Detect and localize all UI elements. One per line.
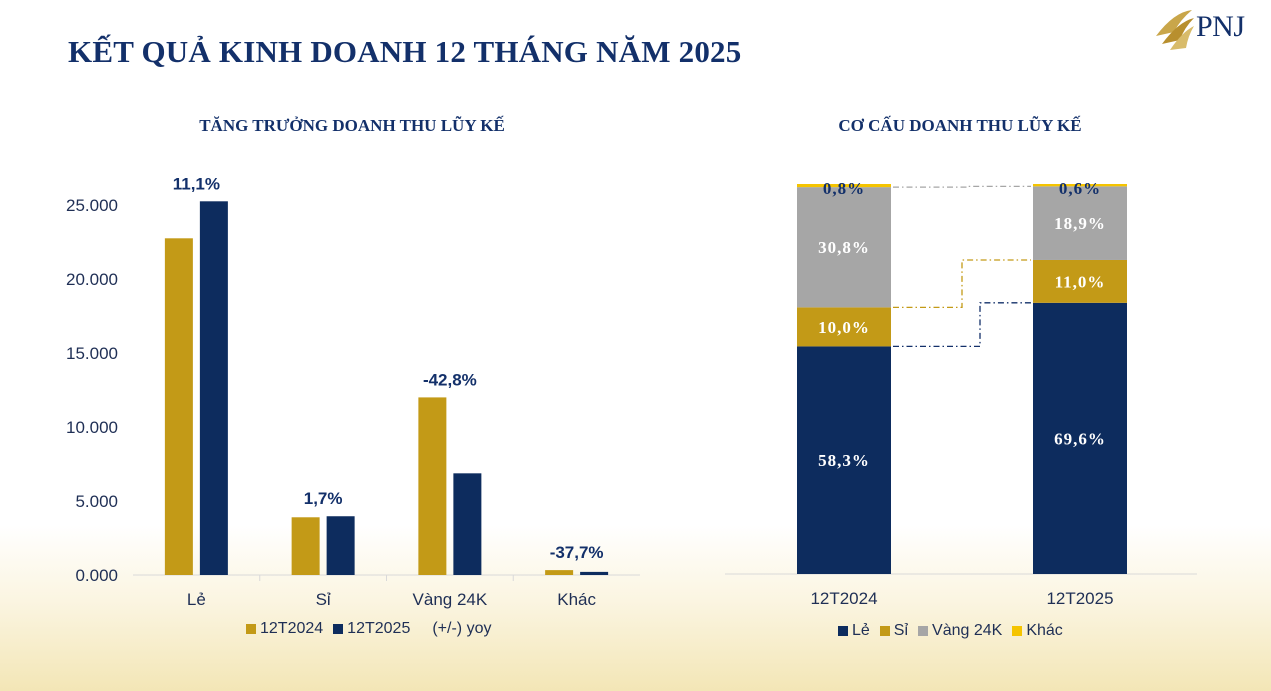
- legend-label-si: Sỉ: [893, 622, 909, 639]
- bar-12t2024-si: [291, 517, 320, 575]
- segment-label: 58,3%: [818, 451, 870, 470]
- legend-swatch-le: [838, 626, 848, 636]
- connector-le: [893, 302, 1031, 348]
- left-chart-title: TĂNG TRƯỞNG DOANH THU LŨY KẾ: [199, 116, 505, 135]
- stack-vang-24k-12t2024: [797, 187, 891, 308]
- yoy-label: -42,8%: [423, 370, 477, 389]
- y-tick-label: 0.000: [75, 566, 118, 585]
- legend-label-12t2025: 12T2025: [347, 620, 411, 637]
- left-legend: 12T2024 12T2025 (+/-) yoy: [246, 620, 501, 638]
- stack-si-12t2025: [1033, 259, 1127, 303]
- bar-12t2025-le: [199, 201, 228, 576]
- stack-khac-12t2024: [797, 184, 891, 188]
- x-tick-label: 12T2025: [1046, 589, 1113, 608]
- bar-12t2025-si: [326, 516, 355, 575]
- legend-swatch-vang24k: [918, 626, 929, 636]
- yoy-label: 11,1%: [173, 174, 220, 193]
- y-tick-label: 25.000: [66, 196, 118, 215]
- segment-label: 0,8%: [823, 179, 865, 198]
- legend-swatch-si: [879, 626, 890, 636]
- stack-si-12t2024: [797, 307, 891, 347]
- yoy-label: -37,7%: [550, 543, 604, 562]
- legend-item-si: Sỉ: [879, 622, 909, 640]
- y-tick-label: 20.000: [66, 270, 118, 289]
- connector-vang-24k: [893, 185, 1031, 188]
- legend-label-khac: Khác: [1026, 622, 1063, 639]
- legend-label-yoy: (+/-) yoy: [432, 620, 492, 637]
- x-tick-label: Khác: [557, 590, 596, 609]
- segment-label: 30,8%: [818, 238, 870, 257]
- legend-item-12t2024: 12T2024: [246, 620, 323, 638]
- legend-item-yoy: (+/-) yoy: [432, 620, 491, 638]
- revenue-growth-chart: 0.000 5.000 10.000 15.000 20.000 25.000 11,1% L…: [66, 174, 640, 609]
- legend-item-vang24k: Vàng 24K: [918, 622, 1002, 640]
- y-tick-label: 10.000: [66, 418, 118, 437]
- connector-si: [893, 259, 1031, 309]
- y-tick-label: 15.000: [66, 344, 118, 363]
- stack-le-12t2025: [1033, 302, 1127, 574]
- legend-swatch-12t2025: [333, 624, 344, 634]
- yoy-label: 1,7%: [304, 489, 343, 508]
- segment-label: 69,6%: [1054, 429, 1106, 448]
- stack-khac-12t2025: [1033, 184, 1127, 187]
- page-title: KẾT QUẢ KINH DOANH 12 THÁNG NĂM 2025: [68, 34, 742, 69]
- x-tick-label: Lẻ: [187, 590, 206, 609]
- logo-text: PNJ: [1196, 10, 1245, 43]
- segment-label: 11,0%: [1055, 272, 1106, 291]
- legend-label-vang24k: Vàng 24K: [932, 622, 1003, 639]
- x-tick-label: Vàng 24K: [413, 590, 488, 609]
- pnj-logo-icon: [1156, 10, 1194, 50]
- x-tick-label: Sỉ: [316, 590, 331, 609]
- legend-label-le: Lẻ: [852, 622, 870, 639]
- stack-vang-24k-12t2025: [1033, 186, 1127, 260]
- right-chart-title: CƠ CẤU DOANH THU LŨY KẾ: [838, 116, 1082, 135]
- segment-label: 10,0%: [818, 318, 870, 337]
- legend-label-12t2024: 12T2024: [260, 620, 324, 637]
- bar-12t2024-le: [164, 238, 193, 576]
- stack-le-12t2024: [797, 346, 891, 574]
- right-legend: Lẻ Sỉ Vàng 24K Khác: [838, 622, 1073, 640]
- segment-label: 0,6%: [1059, 179, 1101, 198]
- bar-12t2025-vang-24k: [453, 473, 482, 575]
- bar-12t2025-khac: [580, 571, 609, 575]
- bar-12t2024-khac: [545, 570, 574, 575]
- segment-label: 18,9%: [1054, 214, 1106, 233]
- legend-item-le: Lẻ: [838, 622, 870, 640]
- bar-12t2024-vang-24k: [418, 397, 447, 575]
- y-tick-label: 5.000: [75, 492, 118, 511]
- legend-swatch-khac: [1012, 626, 1023, 636]
- legend-swatch-12t2024: [246, 624, 256, 634]
- legend-item-khac: Khác: [1012, 622, 1063, 640]
- legend-item-12t2025: 12T2025: [333, 620, 410, 638]
- x-tick-label: 12T2024: [810, 589, 877, 608]
